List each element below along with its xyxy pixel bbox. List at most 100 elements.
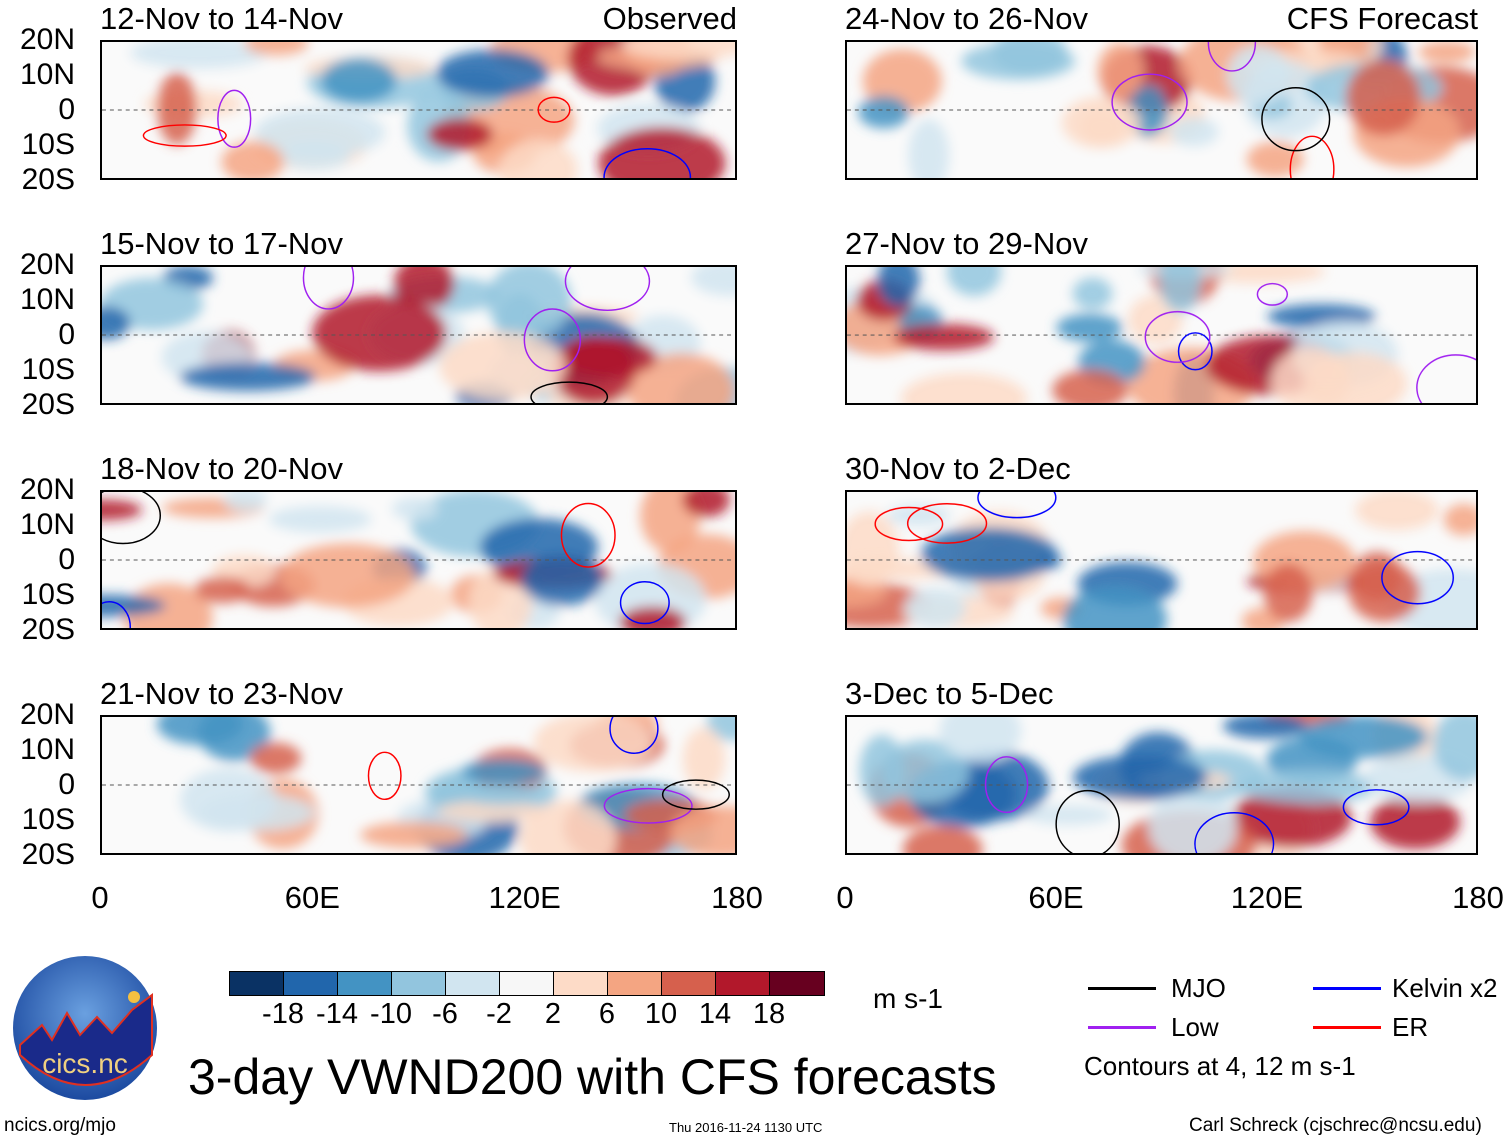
anomaly-shading xyxy=(847,492,1476,628)
lon-label: 0 xyxy=(836,880,854,915)
map-field xyxy=(847,42,1476,178)
anomaly-shading xyxy=(156,717,735,853)
anomaly-blob xyxy=(244,42,309,56)
anomaly-blob xyxy=(1072,755,1208,800)
lat-label: 20N xyxy=(19,23,75,56)
wave-contour xyxy=(661,779,730,810)
anomaly-blob xyxy=(280,543,416,608)
svg-text:cics.nc: cics.nc xyxy=(42,1048,128,1079)
panel-title: 24-Nov to 26-Nov xyxy=(845,1,1088,36)
lat-label: 10S xyxy=(21,578,75,611)
lon-label: 180 xyxy=(711,880,763,915)
panel-title: 30-Nov to 2-Dec xyxy=(845,451,1071,486)
anomaly-blob xyxy=(221,141,285,178)
panel-title: 27-Nov to 29-Nov xyxy=(845,226,1088,261)
map-field xyxy=(102,492,735,628)
lon-label: 120E xyxy=(1230,880,1304,915)
anomaly-blob xyxy=(459,783,543,805)
lat-label: 20S xyxy=(21,613,75,646)
anomaly-blob xyxy=(1148,787,1237,853)
lat-label: 10N xyxy=(19,283,75,316)
wave-contour xyxy=(564,267,651,312)
anomaly-blob xyxy=(157,72,197,145)
lat-label: 10S xyxy=(21,353,75,386)
colorbar-swatch xyxy=(770,972,824,995)
legend-line-mjo xyxy=(1088,987,1156,990)
anomaly-blob xyxy=(180,767,277,832)
panel-title: 3-Dec to 5-Dec xyxy=(845,676,1054,711)
anomaly-blob xyxy=(1432,717,1476,780)
map-panel xyxy=(845,715,1478,855)
anomaly-blob xyxy=(102,499,143,521)
anomaly-blob xyxy=(690,267,735,297)
lat-label: 10N xyxy=(19,508,75,541)
colorbar-swatch xyxy=(554,972,608,995)
wave-contour xyxy=(1256,282,1289,306)
anomaly-blob xyxy=(426,118,493,151)
lat-label: 20N xyxy=(19,473,75,506)
map-field xyxy=(102,717,735,853)
anomaly-blob xyxy=(102,306,131,340)
colorbar-swatch xyxy=(446,972,500,995)
anomaly-blob xyxy=(1418,42,1476,63)
anomaly-blob xyxy=(946,267,1002,296)
map-panel xyxy=(100,490,737,630)
wave-contour xyxy=(1055,789,1120,853)
legend-label-mjo: MJO xyxy=(1171,973,1226,1003)
panel-title: 15-Nov to 17-Nov xyxy=(100,226,343,261)
lat-label: 20N xyxy=(19,248,75,281)
colorbar-swatch xyxy=(500,972,554,995)
anomaly-blob xyxy=(391,496,439,521)
colorbar-label: -18 xyxy=(262,998,304,1030)
anomaly-blob xyxy=(1370,795,1461,849)
colorbar-swatch xyxy=(608,972,662,995)
lat-label: 0 xyxy=(58,543,75,576)
anomaly-blob xyxy=(156,717,244,745)
anomaly-blob xyxy=(520,554,604,606)
anomaly-blob xyxy=(902,825,983,853)
lat-label: 10S xyxy=(21,128,75,161)
legend-label-er: ER xyxy=(1392,1012,1429,1042)
wave-contour xyxy=(906,503,988,544)
lat-label: 10S xyxy=(21,803,75,836)
wave-contour xyxy=(1177,332,1213,371)
colorbar-swatch xyxy=(338,972,392,995)
legend-label-low: Low xyxy=(1171,1012,1219,1042)
anomaly-blob xyxy=(1097,42,1144,99)
map-field xyxy=(847,492,1476,628)
lat-label: 20S xyxy=(21,388,75,421)
anomaly-blob xyxy=(436,49,549,98)
lat-label: 20S xyxy=(21,838,75,871)
legend-label-kelvin: Kelvin x2 xyxy=(1392,973,1498,1003)
panel-tag: CFS Forecast xyxy=(1286,1,1478,36)
lat-label: 20S xyxy=(21,163,75,196)
anomaly-blob xyxy=(439,331,567,401)
panel-title: 12-Nov to 14-Nov xyxy=(100,1,343,36)
anomaly-blob xyxy=(877,267,920,308)
footer-timestamp: Thu 2016-11-24 1130 UTC xyxy=(669,1120,823,1135)
colorbar-label: 18 xyxy=(752,998,786,1030)
wave-contour xyxy=(1207,42,1257,72)
map-panel xyxy=(100,715,737,855)
anomaly-blob xyxy=(1056,313,1123,342)
wave-contour xyxy=(302,267,355,310)
anomaly-blob xyxy=(598,126,726,178)
anomaly-blob xyxy=(1246,141,1304,178)
anomaly-blob xyxy=(223,492,268,512)
lon-label: 60E xyxy=(1028,880,1084,915)
anomaly-shading xyxy=(102,267,735,403)
map-panel xyxy=(845,265,1478,405)
anomaly-shading xyxy=(130,42,735,178)
wave-contour xyxy=(530,381,609,403)
wave-contour xyxy=(977,492,1057,519)
anomaly-blob xyxy=(268,505,372,533)
panel-tag: Observed xyxy=(602,1,737,36)
footer-url[interactable]: ncics.org/mjo xyxy=(4,1115,116,1136)
colorbar-label: -14 xyxy=(316,998,358,1030)
anomaly-blob xyxy=(320,58,397,103)
wave-contour xyxy=(1342,789,1410,826)
anomaly-shading xyxy=(859,717,1476,853)
anomaly-blob xyxy=(1072,277,1113,310)
anomaly-blob xyxy=(486,267,572,339)
panel-title: 18-Nov to 20-Nov xyxy=(100,451,343,486)
